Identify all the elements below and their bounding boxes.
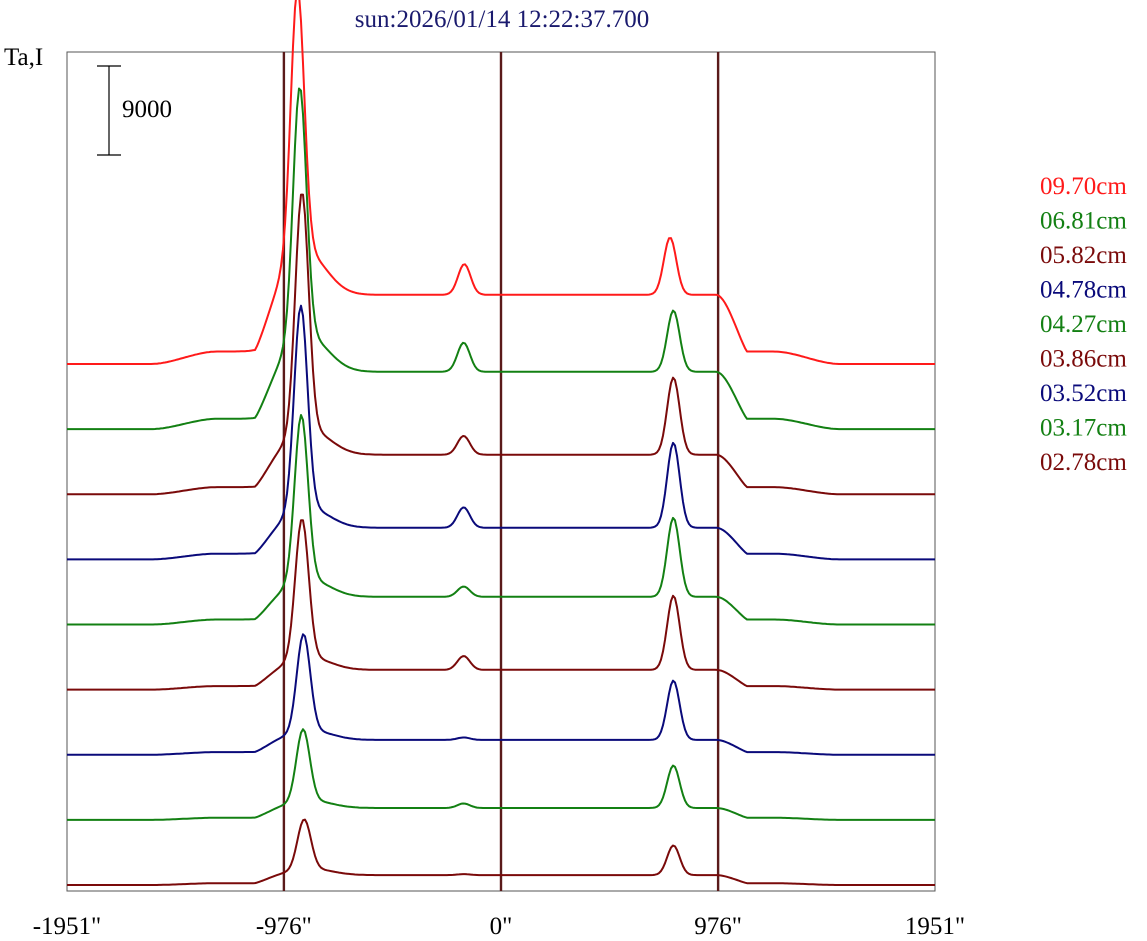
x-tick-label-3: 0" [490, 913, 513, 940]
legend: 09.70cm 06.81cm 05.82cm 04.78cm 04.27cm 03.86… [1040, 173, 1127, 476]
series-line-03-52cm [67, 633, 935, 756]
chart-title: sun:2026/01/14 12:22:37.700 [355, 6, 649, 33]
legend-entry-04-27cm: 04.27cm [1040, 311, 1127, 338]
x-tick-label-1: -1951" [33, 913, 102, 940]
series-line-04-78cm [67, 304, 935, 561]
legend-entry-03-52cm: 03.52cm [1040, 380, 1127, 407]
x-tick-label-5: 1951" [905, 913, 965, 940]
series-line-05-82cm [67, 193, 935, 496]
series-line-03-17cm [67, 728, 935, 821]
legend-entry-05-82cm: 05.82cm [1040, 242, 1127, 269]
scale-bar: 9000 [97, 65, 172, 156]
legend-entry-04-78cm: 04.78cm [1040, 277, 1127, 304]
legend-entry-06-81cm: 06.81cm [1040, 208, 1127, 235]
x-tick-label-4: 976" [694, 913, 742, 940]
legend-entry-03-17cm: 03.17cm [1040, 415, 1127, 442]
legend-entry-02-78cm: 02.78cm [1040, 449, 1127, 476]
reference-lines [282, 52, 720, 891]
x-tick-label-2: -976" [256, 913, 312, 940]
y-axis-label: Ta,I [4, 44, 43, 71]
x-axis-ticks: -1951" -976" 0" 976" 1951" [33, 913, 965, 940]
series-line-02-78cm [67, 818, 935, 886]
series-line-04-27cm [67, 414, 935, 626]
series-line-09-70cm [67, 0, 935, 365]
series-layer [67, 0, 935, 886]
scale-bar-label: 9000 [122, 96, 172, 123]
legend-entry-03-86cm: 03.86cm [1040, 346, 1127, 373]
series-line-06-81cm [67, 87, 935, 431]
legend-entry-09-70cm: 09.70cm [1040, 173, 1127, 200]
series-line-03-86cm [67, 519, 935, 691]
